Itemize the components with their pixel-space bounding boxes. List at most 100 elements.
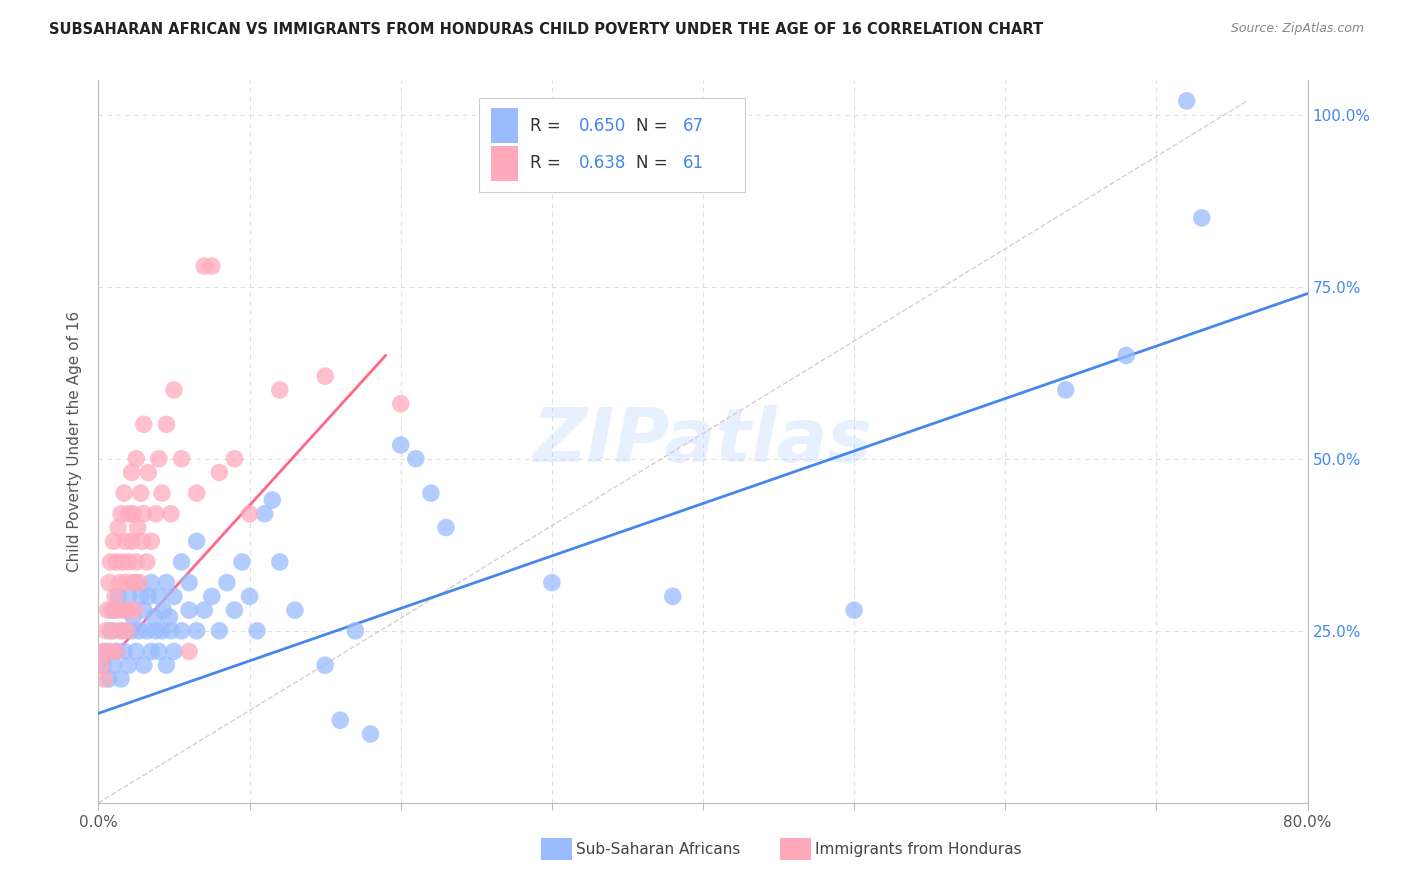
Point	[96, 603, 118, 617]
Point	[90, 658, 112, 673]
Point	[115, 624, 138, 638]
Point	[186, 486, 208, 500]
Point	[389, 438, 412, 452]
Point	[193, 259, 215, 273]
Point	[143, 610, 166, 624]
Point	[128, 624, 150, 638]
Y-axis label: Child Poverty Under the Age of 16: Child Poverty Under the Age of 16	[67, 311, 83, 572]
Point	[104, 590, 127, 604]
Point	[129, 486, 152, 500]
Point	[114, 575, 136, 590]
Point	[110, 672, 132, 686]
Point	[122, 610, 145, 624]
Point	[150, 486, 173, 500]
Point	[125, 451, 148, 466]
Point	[108, 575, 131, 590]
Point	[107, 603, 129, 617]
Point	[246, 624, 269, 638]
Point	[100, 555, 122, 569]
Point	[314, 658, 336, 673]
Point	[114, 534, 136, 549]
Point	[107, 590, 129, 604]
Point	[105, 644, 128, 658]
Point	[420, 486, 443, 500]
Point	[111, 555, 134, 569]
Text: Source: ZipAtlas.com: Source: ZipAtlas.com	[1230, 22, 1364, 36]
Point	[179, 644, 201, 658]
Point	[135, 624, 157, 638]
Point	[98, 672, 121, 686]
Point	[122, 507, 145, 521]
Point	[136, 590, 159, 604]
Point	[269, 383, 291, 397]
Point	[150, 624, 173, 638]
Point	[360, 727, 382, 741]
Text: 61: 61	[682, 154, 703, 172]
Point	[122, 575, 145, 590]
Point	[105, 555, 128, 569]
Point	[148, 644, 170, 658]
Point	[170, 555, 193, 569]
Text: N =: N =	[637, 117, 673, 135]
Text: ZIPatlas: ZIPatlas	[533, 405, 873, 478]
Point	[1115, 349, 1137, 363]
Bar	[492, 109, 517, 143]
Text: 0.638: 0.638	[578, 154, 626, 172]
Point	[132, 658, 155, 673]
Point	[224, 451, 246, 466]
Point	[110, 624, 132, 638]
Point	[141, 534, 163, 549]
Point	[105, 644, 128, 658]
Point	[269, 555, 291, 569]
Text: Immigrants from Honduras: Immigrants from Honduras	[815, 842, 1022, 856]
Point	[160, 507, 183, 521]
Point	[155, 575, 177, 590]
Point	[94, 624, 117, 638]
Point	[208, 624, 231, 638]
Text: N =: N =	[637, 154, 673, 172]
Point	[160, 624, 183, 638]
Text: R =: R =	[530, 117, 567, 135]
Point	[239, 590, 262, 604]
Point	[163, 383, 186, 397]
Point	[844, 603, 866, 617]
Point	[155, 417, 177, 432]
Point	[132, 507, 155, 521]
FancyBboxPatch shape	[479, 98, 745, 193]
Point	[329, 713, 352, 727]
Point	[155, 658, 177, 673]
Point	[284, 603, 307, 617]
Point	[148, 451, 170, 466]
Point	[91, 644, 114, 658]
Point	[121, 624, 143, 638]
Point	[1054, 383, 1077, 397]
Point	[163, 590, 186, 604]
Point	[112, 486, 135, 500]
Point	[239, 507, 262, 521]
Point	[170, 451, 193, 466]
Point	[94, 644, 117, 658]
Point	[201, 259, 224, 273]
Text: SUBSAHARAN AFRICAN VS IMMIGRANTS FROM HONDURAS CHILD POVERTY UNDER THE AGE OF 16: SUBSAHARAN AFRICAN VS IMMIGRANTS FROM HO…	[49, 22, 1043, 37]
Point	[128, 575, 150, 590]
Point	[193, 603, 215, 617]
Point	[91, 658, 114, 673]
Point	[170, 624, 193, 638]
Point	[118, 658, 141, 673]
Point	[224, 603, 246, 617]
Point	[314, 369, 336, 384]
Point	[145, 507, 167, 521]
Text: 67: 67	[682, 117, 703, 135]
Point	[405, 451, 427, 466]
Point	[148, 590, 170, 604]
Point	[389, 397, 412, 411]
Point	[107, 520, 129, 534]
Point	[118, 555, 141, 569]
Point	[141, 575, 163, 590]
Point	[103, 624, 125, 638]
Point	[661, 590, 683, 604]
Point	[152, 603, 174, 617]
Point	[208, 466, 231, 480]
Point	[100, 644, 122, 658]
Point	[253, 507, 276, 521]
